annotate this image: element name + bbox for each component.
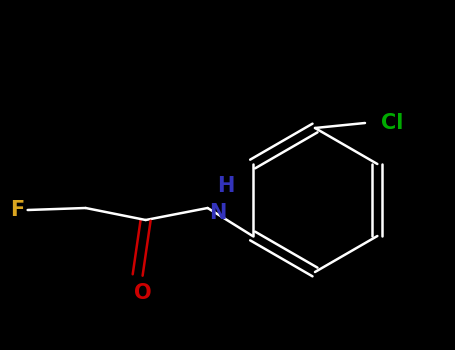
Text: Cl: Cl: [381, 113, 403, 133]
Text: F: F: [10, 200, 25, 220]
Text: H: H: [217, 176, 234, 196]
Text: O: O: [134, 283, 152, 303]
Text: N: N: [209, 203, 226, 223]
